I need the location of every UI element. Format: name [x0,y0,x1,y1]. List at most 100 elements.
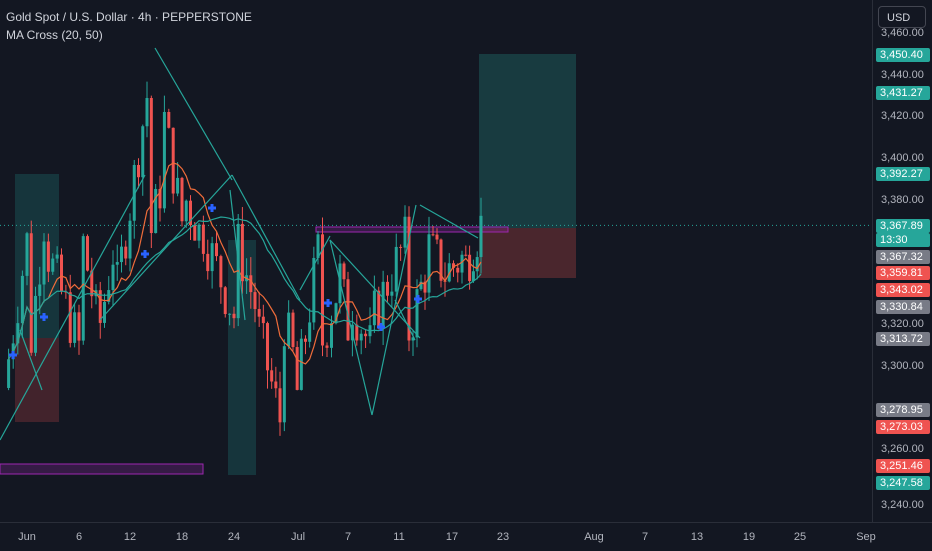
candle-body [372,290,376,326]
candle-body [154,188,158,234]
time-tick: 12 [123,531,137,543]
candle-body [90,270,94,297]
support-zone [0,463,204,475]
candle-body [257,309,261,317]
price-label: 3,392.27 [876,167,930,181]
candle-body [407,216,411,341]
candle-body [399,246,403,248]
ma-cross-marker [141,250,149,258]
candle-body [176,177,180,194]
candle-body [299,338,303,390]
candle-body [415,289,419,338]
candle-body [210,243,214,272]
price-axis[interactable]: USD 3,460.00 3,440.00 3,420.00 3,400.00 3,38… [872,0,932,522]
time-tick: 19 [742,531,756,543]
ma-cross-marker [208,204,216,212]
candle-body [167,111,171,128]
candle-body [266,323,269,371]
candle-body [359,333,363,341]
candle-body [180,177,184,222]
symbol-title[interactable]: Gold Spot / U.S. Dollar · 4h · PEPPERSTO… [6,10,252,24]
time-tick: 24 [227,531,241,543]
candle-body [419,281,423,290]
time-tick: 25 [793,531,807,543]
price-tick: 3,300.00 [881,360,924,372]
candle-body [394,246,398,292]
candle-body [381,281,385,327]
candle-body [145,98,149,127]
candle-body [471,271,475,282]
ma-fast-line [8,162,482,365]
candle-body [206,253,210,272]
candle-body [132,164,136,221]
price-label: 3,330.84 [876,300,930,314]
candle-body [282,346,286,423]
candle-body [334,303,338,324]
price-label: 3,251.46 [876,459,930,473]
time-tick: 13 [690,531,704,543]
candle-body [42,241,46,285]
time-axis[interactable]: Jun 6 12 18 24 Jul 7 11 17 23 Aug 7 13 19 25 Sep [0,522,932,551]
ma-cross-marker [9,351,17,359]
candlestick-chart[interactable] [0,0,872,522]
price-tick: 3,440.00 [881,69,924,81]
indicator-legend[interactable]: MA Cross (20, 50) [6,28,103,42]
price-tick: 3,420.00 [881,110,924,122]
candle-body [73,312,77,343]
candle-body [115,262,119,265]
candle-body [86,236,89,271]
candle-body [189,200,192,226]
candle-body [232,313,236,319]
candle-body [215,243,218,257]
trendline [0,174,146,441]
candle-body [270,370,274,382]
candle-body [325,345,329,348]
position-stop-zone [479,228,576,278]
price-label: 3,313.72 [876,332,930,346]
candle-body [137,164,140,178]
candle-body [330,323,333,348]
trendline [299,235,331,291]
candle-body [377,290,381,327]
chart-plot-area[interactable]: Gold Spot / U.S. Dollar · 4h · PEPPERSTO… [0,0,872,522]
candle-body [403,216,407,248]
candle-body [149,98,153,234]
trendline [394,299,416,341]
candle-body [219,256,223,288]
trendline [19,329,43,391]
price-label: 3,367.32 [876,250,930,264]
ma-cross-marker [40,313,48,321]
candle-body [308,322,312,342]
candle-body [38,284,42,296]
candle-body [304,338,307,342]
time-tick: Aug [584,531,604,543]
candle-body [342,263,346,280]
time-tick: 7 [344,531,352,543]
price-label: 3,359.81 [876,266,930,280]
candle-body [435,234,439,240]
candle-body [20,275,24,324]
trendline [329,239,373,416]
candle-body [475,257,479,272]
candle-body [423,281,427,293]
candle-body [291,312,295,348]
candle-body [197,224,201,241]
candle-body [278,388,282,423]
candle-body [316,234,320,258]
time-tick: 17 [445,531,459,543]
candle-body [60,254,63,292]
position-target-zone [479,54,576,228]
price-label: 3,367.89 [876,219,930,233]
candle-body [128,220,132,259]
ma-slow-line [8,216,482,360]
candle-body [68,292,72,343]
candle-body [386,281,389,296]
time-tick: 18 [175,531,189,543]
candle-body [111,264,115,291]
candle-body [55,254,59,259]
candle-body [193,225,197,241]
price-label: 13:30 [876,233,930,247]
candle-body [427,234,431,293]
currency-button[interactable]: USD [878,6,926,28]
candle-body [479,215,483,258]
